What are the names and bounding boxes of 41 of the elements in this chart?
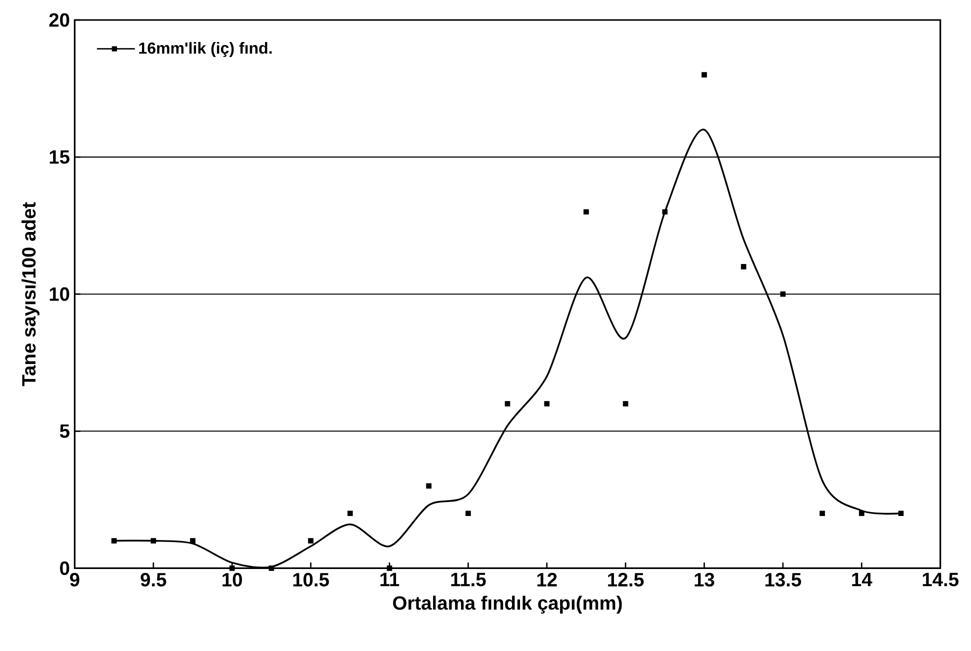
- point: [820, 510, 825, 516]
- point: [622, 401, 628, 406]
- y-axis-title: Tane sayısı/100 adet: [22, 202, 40, 386]
- point: [898, 510, 904, 516]
- point: [780, 291, 786, 297]
- x-tick-label: 12: [537, 572, 557, 586]
- point: [426, 483, 432, 489]
- legend-label: 16mm'lik (iç) fınd.: [139, 42, 272, 58]
- point: [584, 209, 589, 215]
- y-tick-label: 0: [60, 561, 70, 576]
- point: [662, 209, 668, 215]
- y-tick-label: 20: [49, 13, 70, 27]
- y-tick-label: 15: [50, 150, 70, 164]
- x-tick-label: 11: [380, 572, 400, 586]
- x-tick-label: 11.5: [451, 572, 486, 586]
- x-tick-label: 12.5: [608, 572, 644, 587]
- x-tick-label: 14.5: [922, 572, 958, 586]
- point: [504, 401, 510, 406]
- point: [111, 538, 117, 544]
- x-tick-label: 13: [694, 572, 714, 587]
- x-tick-label: 10.5: [293, 572, 329, 587]
- point: [858, 510, 864, 516]
- point: [702, 72, 707, 78]
- x-tick-label: 14: [852, 572, 872, 586]
- point: [544, 401, 550, 406]
- point: [386, 566, 392, 571]
- x-tick-label: 9: [70, 572, 80, 587]
- x-tick-label: 13.5: [765, 572, 802, 587]
- point: [347, 510, 353, 516]
- point: [190, 538, 196, 544]
- x-tick-label: 10: [222, 572, 242, 587]
- point: [308, 538, 314, 544]
- point: [229, 566, 235, 571]
- point: [268, 566, 274, 571]
- point: [465, 510, 471, 516]
- y-tick-label: 10: [50, 287, 70, 301]
- point: [150, 538, 156, 544]
- x-axis-title: Ortalama fındık çapı(mm): [393, 596, 622, 614]
- x-tick-label: 9.5: [140, 572, 166, 587]
- y-tick-label: 5: [60, 424, 70, 438]
- point: [740, 264, 746, 270]
